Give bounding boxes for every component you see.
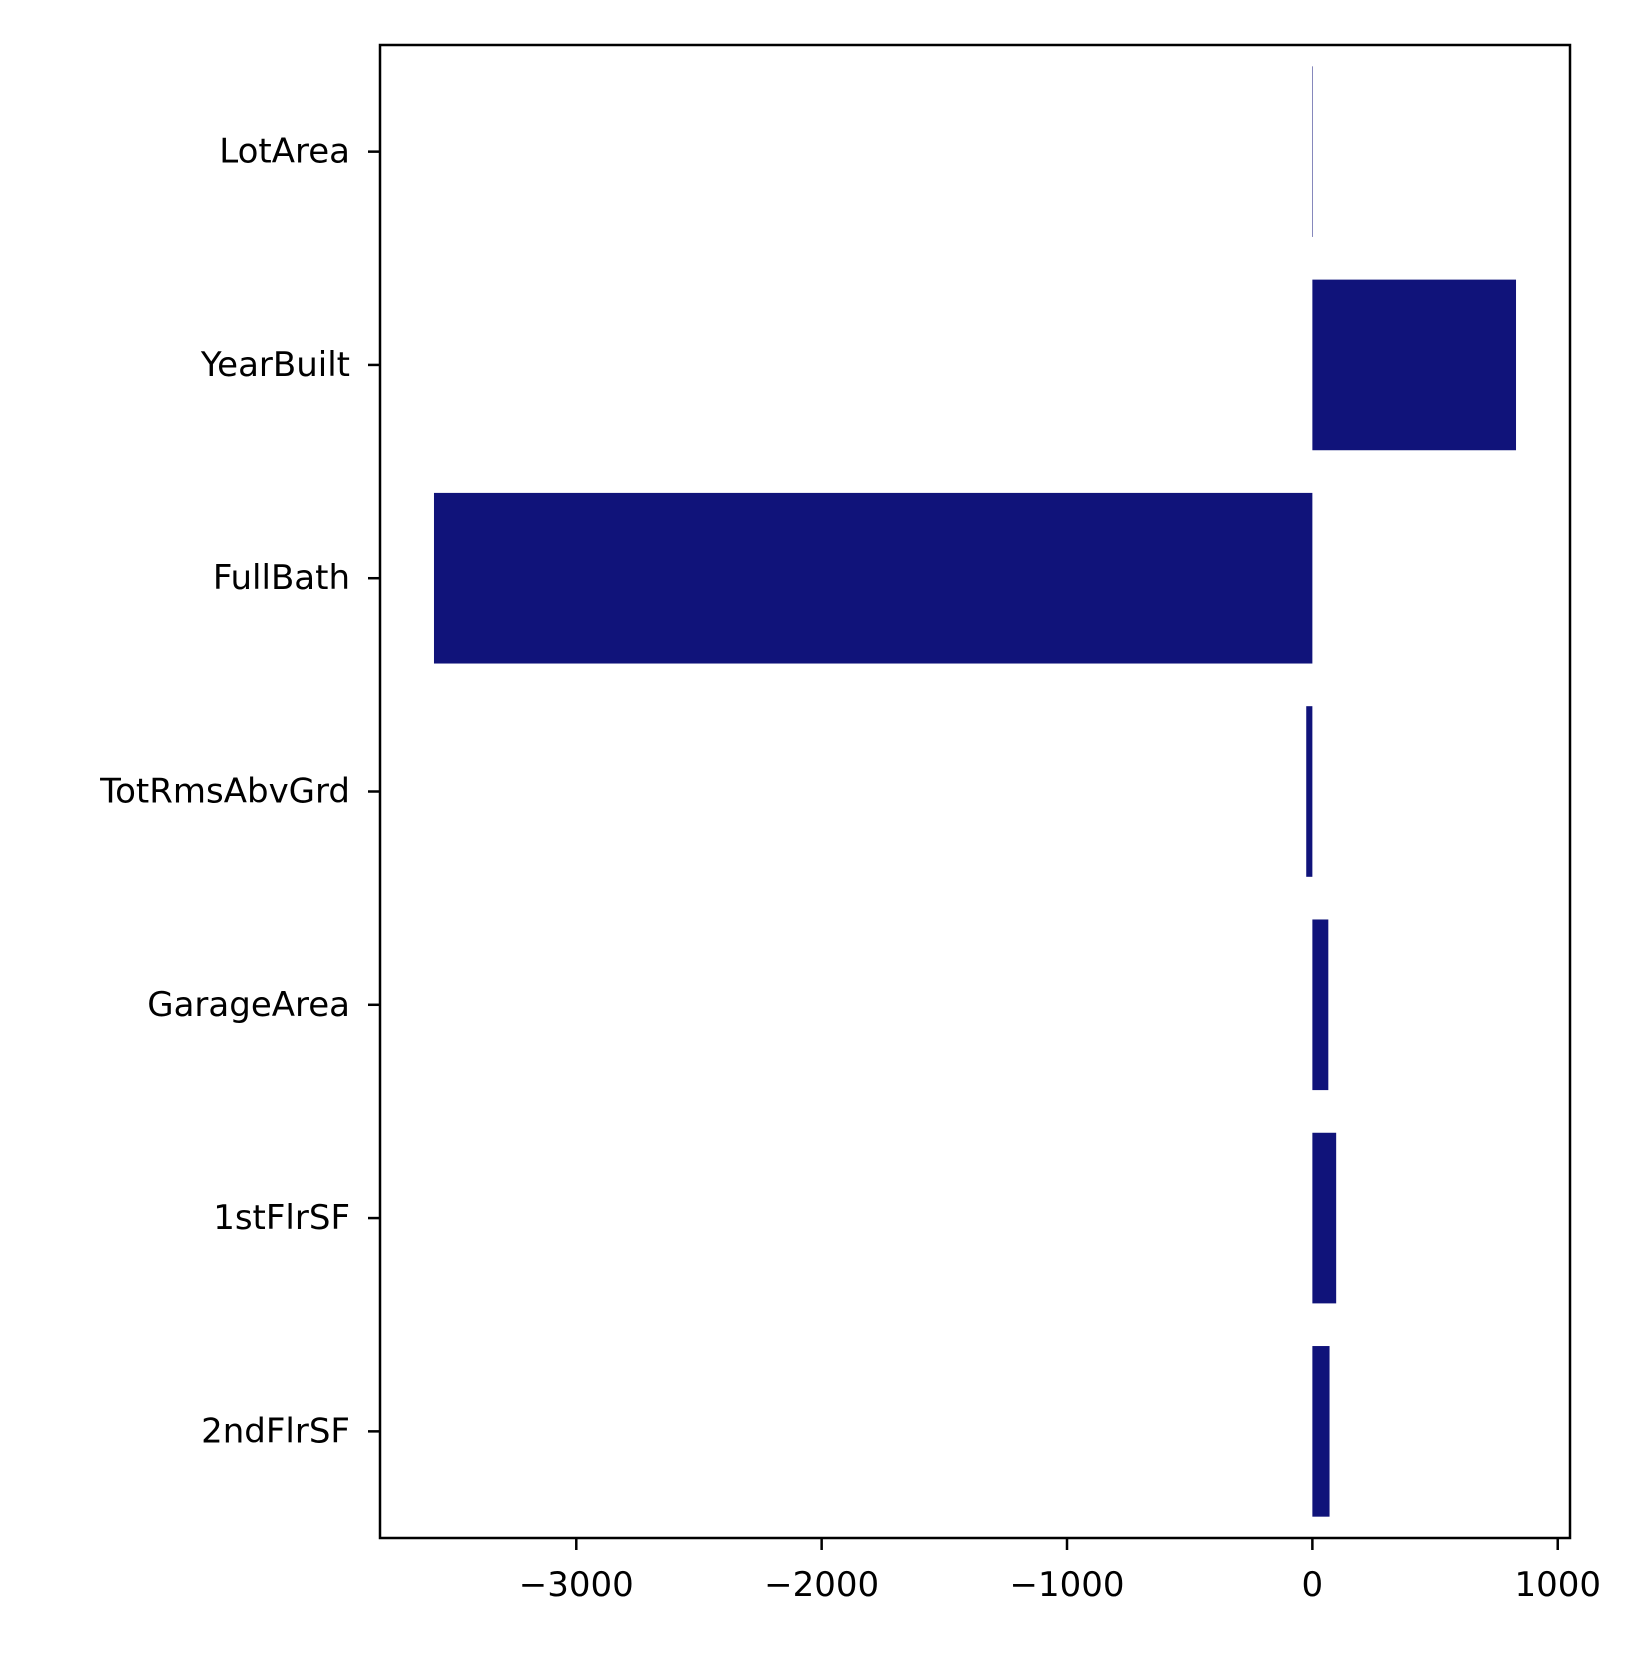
bar-fullbath xyxy=(433,492,1313,664)
x-tick-label: 0 xyxy=(1302,1565,1324,1605)
x-tick-label: −1000 xyxy=(1010,1565,1125,1605)
bar-lotarea xyxy=(1312,66,1313,237)
x-tick-label: −2000 xyxy=(764,1565,879,1605)
bar-yearbuilt xyxy=(1312,279,1517,451)
bar-garagearea xyxy=(1312,919,1329,1091)
y-tick-label: LotArea xyxy=(219,132,350,172)
y-tick-label: YearBuilt xyxy=(200,345,350,385)
y-tick-label: TotRmsAbvGrd xyxy=(99,772,350,812)
x-axis-ticks: −3000 −2000 −1000 0 1000 xyxy=(519,1538,1601,1605)
plot-frame xyxy=(378,43,1572,1540)
y-tick-label: 2ndFlrSF xyxy=(201,1411,350,1451)
x-tick-label: 1000 xyxy=(1514,1565,1601,1605)
bar-1stflrsf xyxy=(1312,1132,1337,1304)
y-tick-label: FullBath xyxy=(213,558,350,598)
bar-totrmsabvgrd xyxy=(1306,706,1313,877)
y-tick-label: GarageArea xyxy=(147,985,350,1025)
x-tick-label: −3000 xyxy=(519,1565,634,1605)
y-axis-ticks: LotArea YearBuilt FullBath TotRmsAbvGrd Gara… xyxy=(99,132,380,1451)
bars-layer xyxy=(433,66,1517,1517)
bar-2ndflrsf xyxy=(1312,1346,1330,1517)
y-tick-label: 1stFlrSF xyxy=(213,1198,350,1238)
